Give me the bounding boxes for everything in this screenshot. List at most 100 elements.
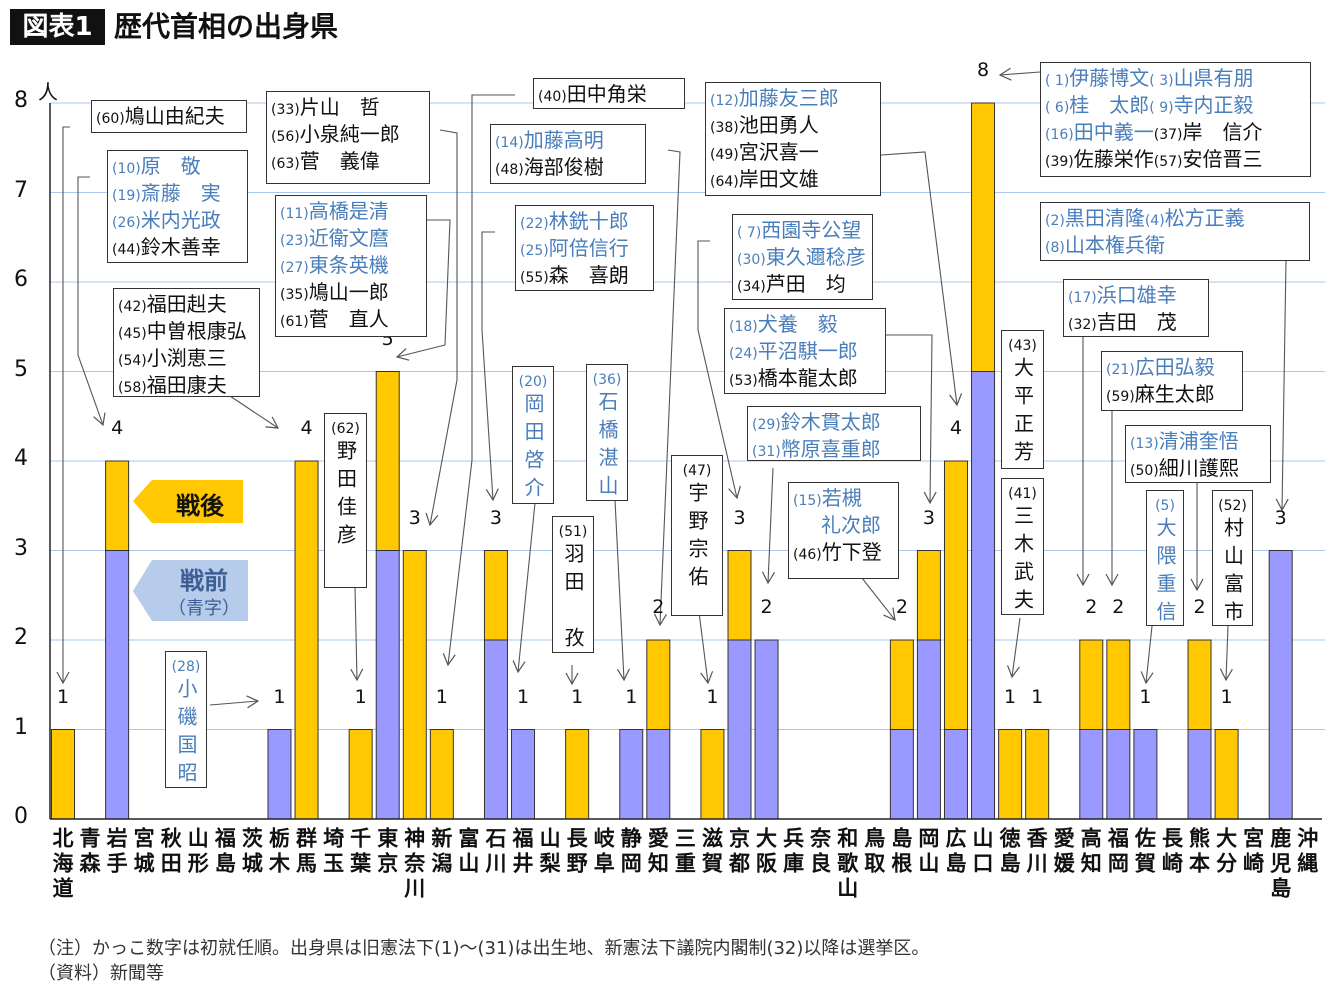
term-number: (63) <box>271 156 300 172</box>
bar-value-label: 1 <box>516 685 530 708</box>
term-number: (15) <box>793 493 822 509</box>
term-number: (52) <box>1218 498 1247 514</box>
annotation-line: 礼次郎 <box>793 512 894 539</box>
x-category-label: 愛知 <box>645 827 670 877</box>
term-number: ( 1) <box>1045 73 1070 89</box>
bar-postwar <box>1187 639 1212 730</box>
bar-postwar <box>1214 729 1239 820</box>
term-number: (51) <box>558 524 588 540</box>
prime-minister-name: 岸田文雄 <box>738 167 819 191</box>
prime-minister-name: 加藤友三郎 <box>738 86 839 110</box>
leader-arrow <box>481 231 499 502</box>
x-category-label: 島根 <box>888 827 913 877</box>
annotation-line: (54)小渕恵三 <box>118 345 255 372</box>
bar-postwar <box>429 729 454 820</box>
term-number: (44) <box>112 242 141 258</box>
term-number: (39) <box>1045 154 1074 170</box>
annotation-line: (25)阿倍信行 <box>520 235 649 262</box>
term-number: (58) <box>118 380 147 396</box>
leader-arrow <box>697 240 741 500</box>
y-tick-label: 4 <box>14 446 28 471</box>
annotation-line: (46)竹下登 <box>793 539 894 566</box>
term-number: (54) <box>118 353 147 369</box>
leader-arrow <box>761 467 775 585</box>
term-number: (30) <box>737 252 766 268</box>
prime-minister-name: 片山 哲 <box>299 95 380 119</box>
term-number: (53) <box>729 373 758 389</box>
term-number: (60) <box>96 111 125 127</box>
prime-minister-name: 鳩山一郎 <box>308 280 389 304</box>
prime-minister-name: 山本権兵衛 <box>1064 233 1165 257</box>
annotation-line: (39)佐藤栄作(57)安倍晋三 <box>1045 146 1306 173</box>
annotation-line: (34)芦田 均 <box>737 271 868 298</box>
term-number: (42) <box>118 299 147 315</box>
bar-postwar <box>402 550 427 820</box>
prime-minister-name: 小渕恵三 <box>146 346 227 370</box>
annotation-box: (42)福田赳夫 (45)中曽根康弘 (54)小渕恵三 (58)福田康夫 <box>113 288 260 397</box>
bar-value-label: 8 <box>976 59 990 81</box>
term-number: (14) <box>495 135 524 151</box>
annotation-box: (51) 羽田 孜 <box>552 516 594 655</box>
prime-minister-name: 石橋湛山 <box>595 391 619 503</box>
annotation-line: (14)加藤高明 <box>495 127 641 154</box>
term-number: (31) <box>752 444 781 460</box>
annotation-box: (14)加藤高明 (48)海部俊樹 <box>490 124 646 184</box>
prime-minister-name: 福田赳夫 <box>146 292 227 316</box>
term-number: (38) <box>710 120 739 136</box>
term-number: ( 6) <box>1045 100 1070 116</box>
term-number: (48) <box>495 162 524 178</box>
x-category-label: 長崎 <box>1159 827 1184 877</box>
annotation-line: (18)犬養 毅 <box>729 311 881 338</box>
annotation-line: (40)田中角栄 <box>538 81 680 108</box>
term-number: (19) <box>112 188 141 204</box>
annotation-line: (63)菅 義偉 <box>271 148 425 175</box>
annotation-line: (32)吉田 茂 <box>1068 309 1204 336</box>
figure-badge: 図表1 <box>10 9 105 45</box>
x-category-label: 北海道 <box>50 827 74 902</box>
bar-value-label: 1 <box>706 685 719 708</box>
prime-minister-name: 小磯国昭 <box>174 678 198 790</box>
annotation-line: (28) 小磯国昭 <box>166 656 206 798</box>
x-category-label: 石川 <box>482 827 507 877</box>
annotation-line: (49)宮沢喜一 <box>710 139 876 166</box>
annotation-box: (29)鈴木貫太郎 (31)幣原喜重郎 <box>747 406 921 461</box>
annotation-box: (2)黒田清隆(4)松方正義 (8)山本権兵衛 <box>1040 202 1310 261</box>
leader-arrow <box>614 499 630 682</box>
annotation-line: (41) 三木武夫 <box>1002 483 1043 625</box>
prime-minister-name: 宮沢喜一 <box>738 140 819 164</box>
annotation-box: (28) 小磯国昭 <box>165 651 207 790</box>
prime-minister-name: 鈴木善幸 <box>140 235 221 259</box>
term-number: (25) <box>520 243 549 259</box>
x-category-label: 鹿児島 <box>1267 827 1292 902</box>
leader-arrow <box>395 219 451 361</box>
annotation-line: (56)小泉純一郎 <box>271 121 425 148</box>
x-category-label: 新潟 <box>428 827 453 877</box>
bar-prewar <box>646 729 671 820</box>
leader-arrow <box>880 151 963 407</box>
bar-value-label: 4 <box>300 417 313 439</box>
leader-arrow <box>512 502 536 674</box>
prime-minister-name: 松方正義 <box>1164 206 1245 230</box>
y-axis-unit: 人 <box>38 80 58 104</box>
annotation-line: (15)若槻 <box>793 485 894 512</box>
term-number: (29) <box>752 417 781 433</box>
x-category-label: 長野 <box>564 827 589 877</box>
term-number: (23) <box>280 233 309 249</box>
annotation-line: (47) 宇野宗佑 <box>672 460 722 602</box>
annotation-line: (27)東条英機 <box>280 252 422 279</box>
leader-arrow <box>698 611 714 685</box>
annotation-line: ( 1)伊藤博文( 3)山県有朋 <box>1045 65 1306 92</box>
source-note: （資料）新聞等 <box>38 963 164 984</box>
term-number: (41) <box>1008 486 1037 502</box>
bar-value-label: 3 <box>1274 506 1287 529</box>
bar-prewar <box>619 729 644 820</box>
term-number: (47) <box>682 463 712 479</box>
prime-minister-name: 田中角栄 <box>566 82 647 106</box>
term-number: (50) <box>1130 463 1159 479</box>
prime-minister-name: 東久邇稔彦 <box>765 245 866 269</box>
leader-arrow <box>886 334 937 505</box>
prime-minister-name: 米内光政 <box>140 208 221 232</box>
annotation-line: (13)清浦奎悟 <box>1130 428 1266 455</box>
annotation-line: (23)近衛文麿 <box>280 225 422 252</box>
annotation-line: (30)東久邇稔彦 <box>737 244 868 271</box>
